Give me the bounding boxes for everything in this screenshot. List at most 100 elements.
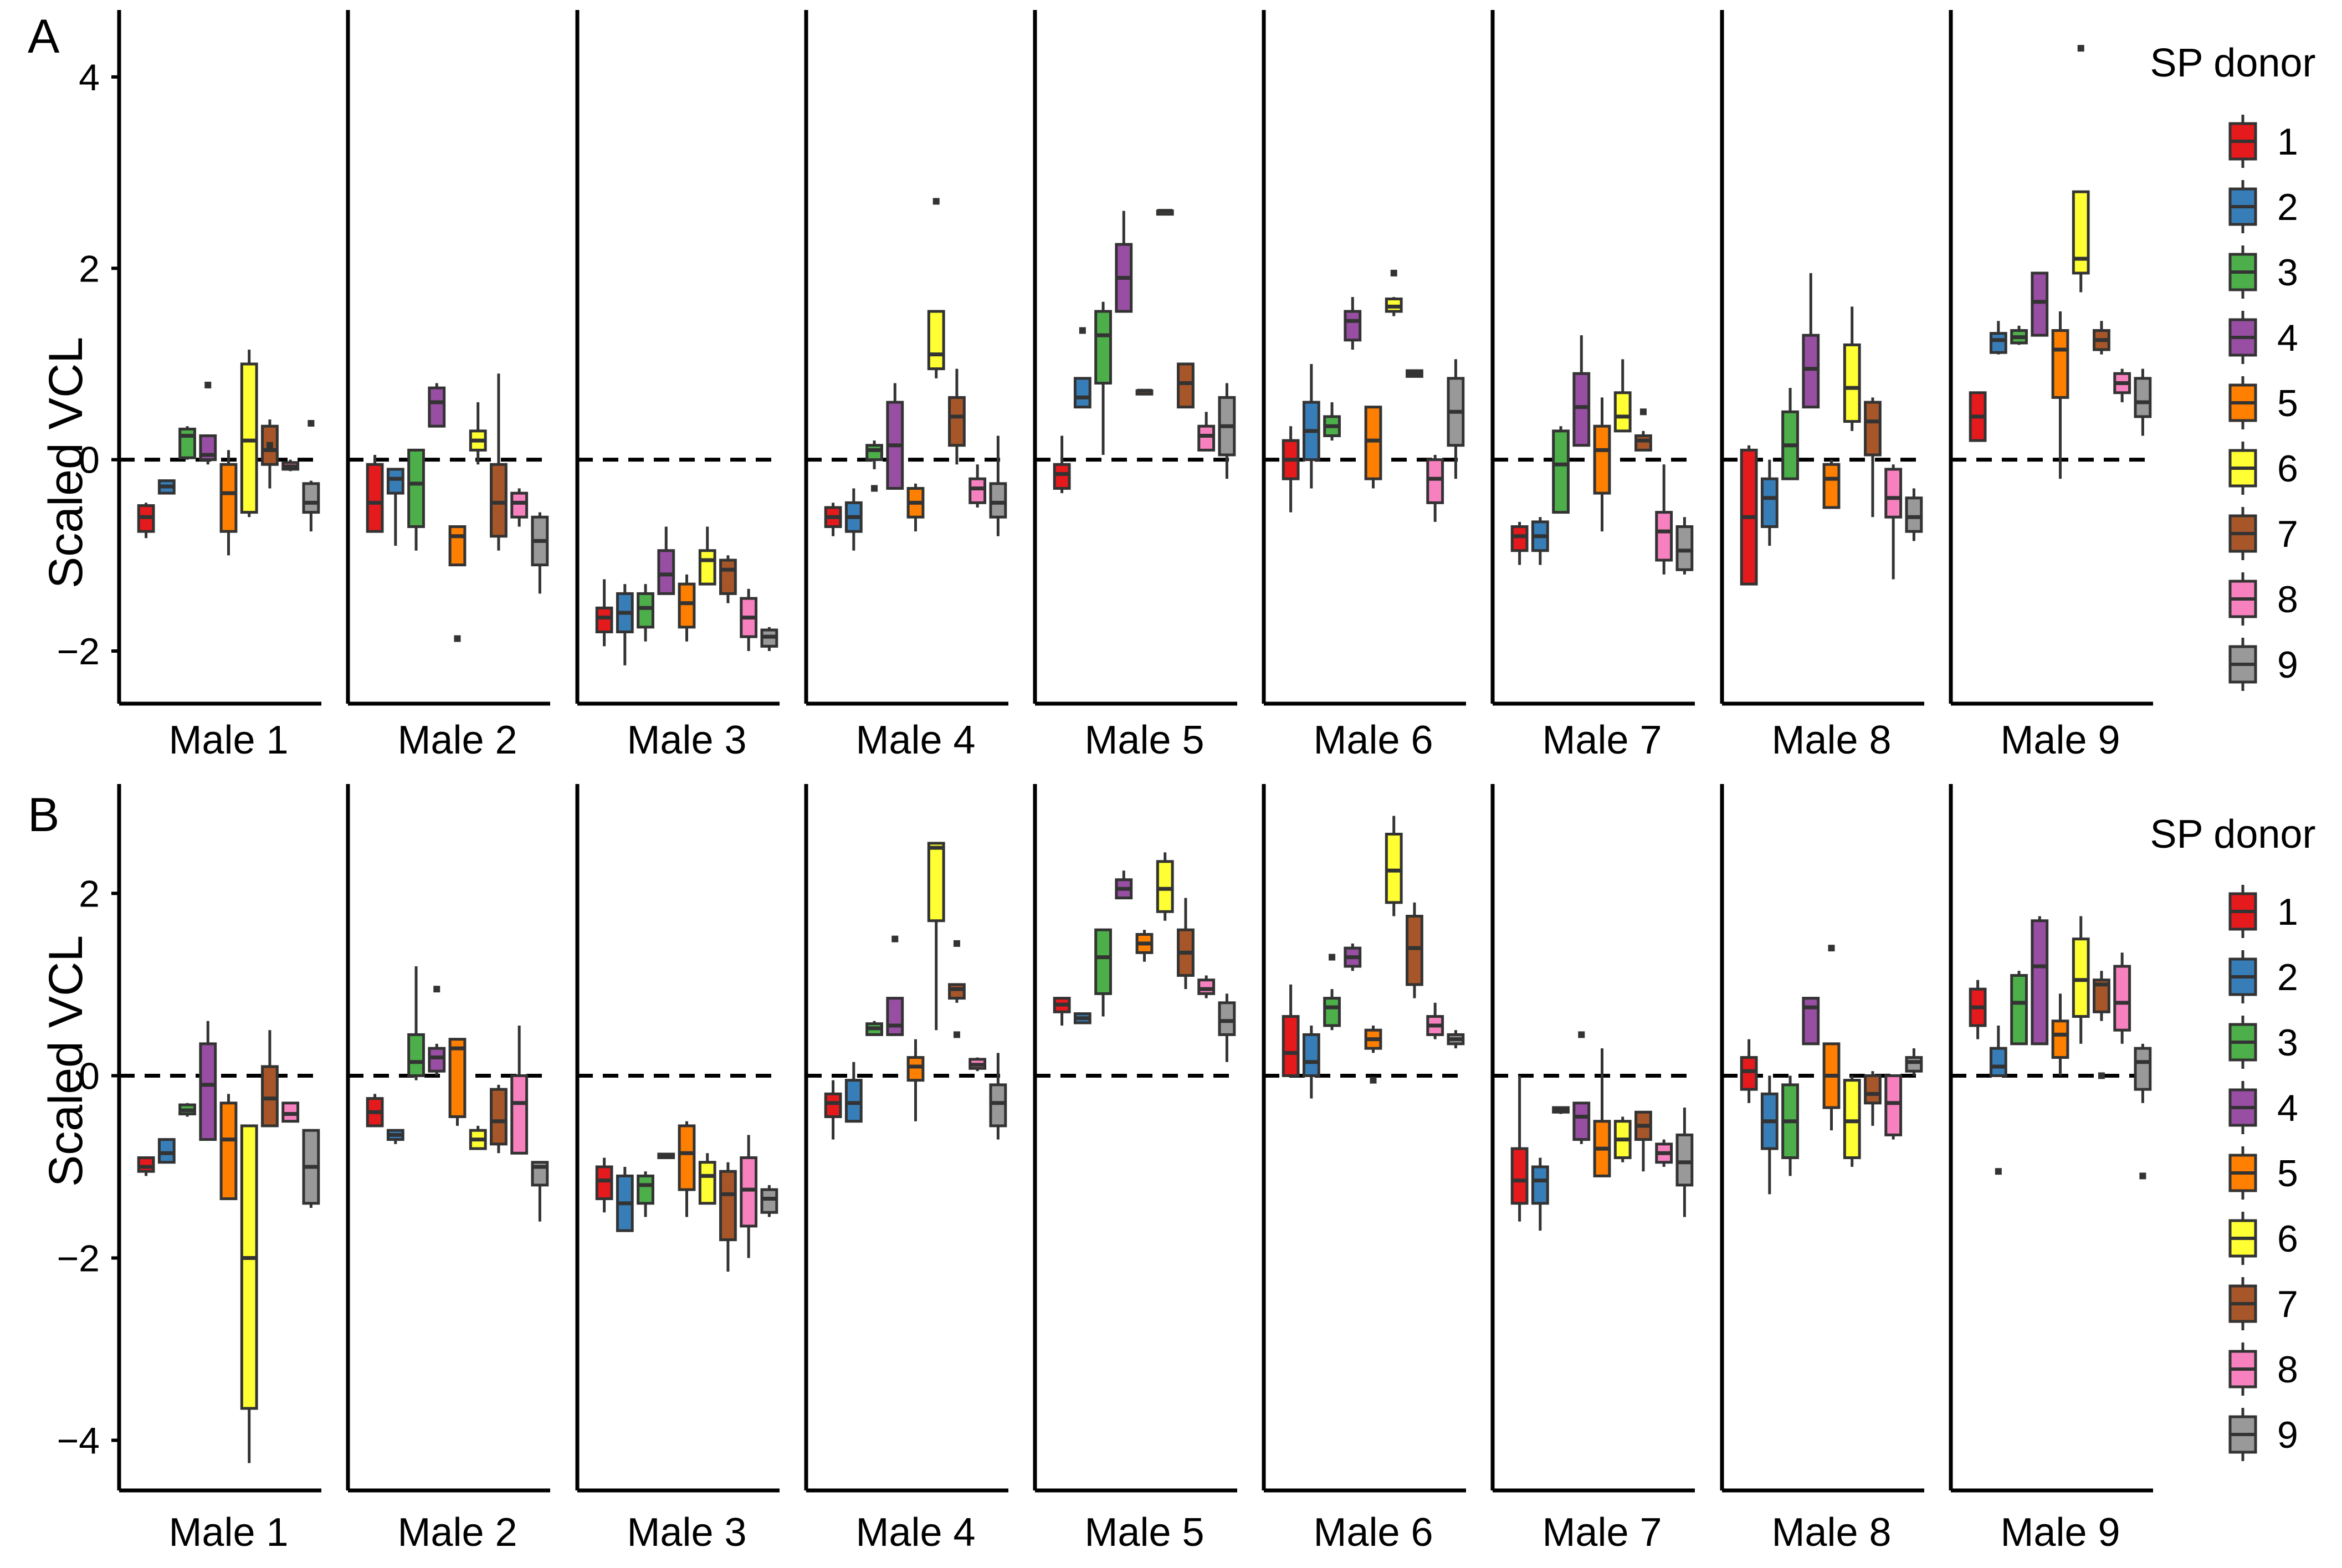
box-donor-3 [2010,325,2028,345]
box-donor-9 [302,420,320,532]
facet-male-7: Male 7 [1490,784,1695,1555]
box-donor-3 [865,1021,883,1036]
facet-label: Male 1 [168,1510,288,1555]
box-donor-4 [1344,943,1362,971]
box-donor-5 [2051,311,2069,479]
panel-b: 2 0 −2 −4 Male 1 Male 2 Male 3 Male 4 Male 5 Male… [57,784,2153,1555]
legend-item-label: 3 [2277,1022,2298,1064]
box-iqr [448,1038,467,1118]
outlier-point [1995,1168,2002,1175]
box-iqr [302,482,320,514]
panel-label-b: B [28,788,59,842]
box-donor-4 [199,381,217,465]
box-iqr [698,1161,716,1205]
box-donor-9 [2134,368,2152,436]
legend-item-label: 8 [2277,578,2298,621]
box-donor-3 [1552,426,1570,514]
box-iqr [366,463,384,533]
y-tick-label: −2 [57,631,100,673]
box-iqr [886,997,904,1036]
box-donor-1 [137,503,155,539]
y-tick-label: 4 [79,57,100,99]
box-donor-5 [678,574,696,642]
box-iqr [1156,860,1174,913]
facet-male-8: Male 8 [1720,10,1924,762]
legend-item-5: 5 [2228,376,2298,429]
box-donor-1 [1740,1039,1758,1103]
box-donor-2 [1073,327,1091,409]
box-donor-4 [1115,870,1133,900]
box-donor-3 [1323,954,1341,1031]
box-iqr [1613,391,1632,433]
box-iqr [927,310,945,371]
legend-item-label: 6 [2277,448,2298,490]
legend-item-label: 2 [2277,956,2298,998]
box-donor-6 [1843,1075,1861,1167]
box-donor-9 [531,1161,549,1222]
box-donor-1 [595,1157,613,1213]
box-donor-2 [1989,321,2007,355]
box-donor-3 [1552,1106,1570,1114]
legend-item-9: 9 [2228,1408,2298,1461]
box-donor-2 [1760,459,1779,546]
box-iqr [219,1101,238,1201]
outlier-point [871,485,878,492]
box-iqr [968,477,987,504]
box-donor-7 [948,940,966,1038]
box-donor-6 [698,526,716,586]
facet-male-3: Male 3 [575,784,780,1555]
box-donor-4 [1802,273,1820,409]
y-tick-label: 2 [79,873,100,915]
box-iqr [1905,1056,1923,1073]
box-donor-8 [968,1057,987,1072]
box-donor-4 [657,526,675,595]
outlier-point [204,381,212,388]
box-iqr [1094,928,1112,995]
box-iqr [1572,1101,1591,1141]
legend-item-1: 1 [2228,885,2298,938]
box-donor-6 [1613,359,1632,433]
box-donor-1 [1510,521,1529,565]
facet-male-1: Male 1 [111,784,321,1555]
box-donor-5 [906,483,925,532]
legend-item-label: 7 [2277,1283,2298,1325]
legend-title-a: SP donor [2150,41,2316,85]
box-iqr [407,448,425,529]
box-donor-9 [989,1053,1007,1140]
box-donor-8 [1884,464,1903,580]
outlier-point [1390,269,1397,276]
box-donor-9 [760,1185,778,1217]
box-donor-6 [1385,269,1403,316]
box-donor-9 [1675,517,1694,575]
box-donor-3 [1323,402,1341,441]
box-iqr [1531,1165,1549,1205]
box-donor-1 [366,455,384,533]
box-iqr [1302,1033,1320,1077]
box-donor-4 [2031,271,2049,337]
box-donor-5 [1364,1025,1382,1084]
legend-item-4: 4 [2228,311,2298,364]
y-tick-label: −4 [57,1420,100,1462]
box-donor-8 [1655,1139,1673,1167]
facet-label: Male 5 [1084,1510,1204,1555]
outlier-point [2098,1072,2105,1079]
box-donor-1 [1053,997,1071,1026]
box-donor-9 [1447,1030,1465,1049]
legend-item-label: 7 [2277,513,2298,555]
box-iqr [1364,406,1382,480]
y-tick-label: −2 [57,1237,100,1279]
facet-label: Male 9 [2000,718,2120,762]
box-donor-7 [261,1030,279,1128]
y-axis-label-a: Scaled VCL [39,337,93,588]
facet-male-9: Male 9 [1949,784,2153,1555]
box-iqr [261,1065,279,1128]
box-iqr [865,444,883,462]
legend-item-9: 9 [2228,638,2298,691]
box-donor-4 [1802,997,1820,1046]
box-iqr [2134,377,2152,418]
box-donor-8 [1884,1074,1903,1140]
box-iqr [1510,525,1529,552]
box-iqr [428,386,446,428]
box-donor-2 [844,1062,863,1123]
box-iqr [719,1170,737,1242]
